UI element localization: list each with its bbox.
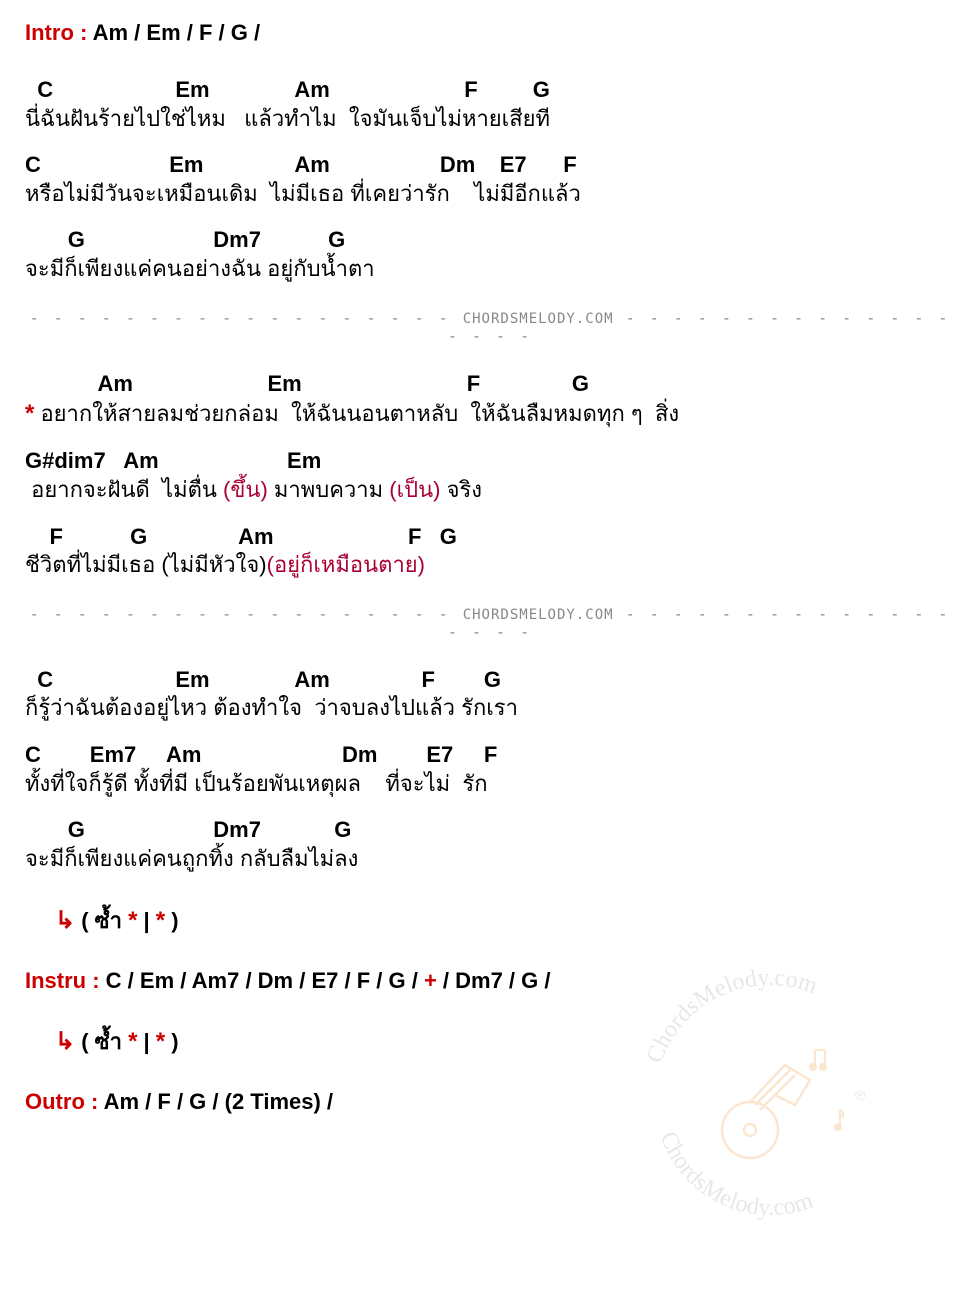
instru-line: Instru : C / Em / Am7 / Dm / E7 / F / G …	[25, 968, 955, 994]
repeat-star-icon: *	[128, 907, 137, 934]
lyric-line: จะมีก็เพียงแค่คนถูกทิ้ง กลับลืมไม่ลง	[25, 845, 955, 874]
repeat-text: ( ซ้ำ	[75, 1029, 128, 1054]
repeat-star-icon: *	[128, 1028, 137, 1055]
lyric-line: อยากจะฝันดี ไม่ตื่น (ขึ้น) มาพบความ (เป็…	[25, 476, 955, 505]
section-divider: - - - - - - - - - - - - - - - - - - CHOR…	[25, 605, 955, 641]
chord-line: F G Am F G	[25, 523, 955, 552]
intro-line: Intro : Am / Em / F / G /	[25, 20, 955, 46]
verse2-line1: C Em Am F G ก็รู้ว่าฉันต้องอยู่ไหว ต้องท…	[25, 666, 955, 723]
instru-chords: / Dm7 / G /	[437, 968, 551, 993]
chord-line: C Em7 Am Dm E7 F	[25, 741, 955, 770]
chord-line: G Dm7 G	[25, 226, 955, 255]
outro-chords: Am / F / G / (2 Times) /	[104, 1089, 333, 1114]
chorus-star-icon: *	[25, 400, 34, 427]
repeat-sep: |	[137, 908, 155, 933]
chord-line: Am Em F G	[25, 370, 955, 399]
verse2-line3: G Dm7 G จะมีก็เพียงแค่คนถูกทิ้ง กลับลืมไ…	[25, 816, 955, 873]
svg-text:ChordsMelody.com: ChordsMelody.com	[655, 1128, 817, 1221]
instru-label: Instru :	[25, 968, 106, 993]
lyric-part: ชีวิตที่ไม่มีเธอ (ไม่มีหัวใจ)	[25, 552, 267, 577]
outro-line: Outro : Am / F / G / (2 Times) /	[25, 1089, 955, 1115]
divider-text: CHORDSMELODY.COM	[463, 607, 614, 623]
verse1-line3: G Dm7 G จะมีก็เพียงแค่คนอย่างฉัน อยู่กับ…	[25, 226, 955, 283]
repeat-star-icon: *	[156, 1028, 165, 1055]
divider-text: CHORDSMELODY.COM	[463, 311, 614, 327]
lyric-part-red: (เป็น)	[389, 477, 440, 502]
lyric-text: อยากให้สายลมช่วยกล่อม ให้ฉันนอนตาหลับ ให…	[34, 401, 679, 426]
chord-line: C Em Am F G	[25, 666, 955, 695]
divider-dashes: - - - - - - - - - - - - - - - - - -	[30, 605, 463, 623]
lyric-line: ทั้งที่ใจก็รู้ดี ทั้งที่มี เป็นร้อยพันเห…	[25, 770, 955, 799]
lyric-line: * อยากให้สายลมช่วยกล่อม ให้ฉันนอนตาหลับ …	[25, 398, 955, 429]
chord-line: G Dm7 G	[25, 816, 955, 845]
intro-label: Intro :	[25, 20, 93, 45]
instru-plus-icon: +	[424, 968, 437, 993]
section-divider: - - - - - - - - - - - - - - - - - - CHOR…	[25, 309, 955, 345]
repeat-close: )	[165, 908, 178, 933]
lyric-line: หรือไม่มีวันจะเหมือนเดิม ไม่มีเธอ ที่เคย…	[25, 180, 955, 209]
lyric-part: มาพบความ	[268, 477, 389, 502]
repeat-star-icon: *	[156, 907, 165, 934]
lyric-part: จริง	[440, 477, 482, 502]
instru-chords: C / Em / Am7 / Dm / E7 / F / G /	[106, 968, 424, 993]
lyric-part-red: (ขึ้น)	[223, 477, 268, 502]
outro-label: Outro :	[25, 1089, 104, 1114]
chord-line: C Em Am Dm E7 F	[25, 151, 955, 180]
chord-line: C Em Am F G	[25, 76, 955, 105]
verse1-line2: C Em Am Dm E7 F หรือไม่มีวันจะเหมือนเดิม…	[25, 151, 955, 208]
lyric-line: จะมีก็เพียงแค่คนอย่างฉัน อยู่กับน้ำตา	[25, 255, 955, 284]
repeat-arrow-icon: ↳	[55, 1028, 75, 1055]
verse2-line2: C Em7 Am Dm E7 F ทั้งที่ใจก็รู้ดี ทั้งที…	[25, 741, 955, 798]
intro-chords: Am / Em / F / G /	[93, 20, 260, 45]
lyric-line: ชีวิตที่ไม่มีเธอ (ไม่มีหัวใจ)(อยู่ก็เหมื…	[25, 551, 955, 580]
lyric-line: ก็รู้ว่าฉันต้องอยู่ไหว ต้องทำใจ ว่าจบลงไ…	[25, 694, 955, 723]
repeat-instruction: ↳ ( ซ้ำ * | * )	[55, 1024, 955, 1059]
repeat-arrow-icon: ↳	[55, 907, 75, 934]
chorus-line1: Am Em F G * อยากให้สายลมช่วยกล่อม ให้ฉัน…	[25, 370, 955, 430]
chorus-line3: F G Am F G ชีวิตที่ไม่มีเธอ (ไม่มีหัวใจ)…	[25, 523, 955, 580]
repeat-close: )	[165, 1029, 178, 1054]
chord-line: G#dim7 Am Em	[25, 447, 955, 476]
divider-dashes: - - - - - - - - - - - - - - - - - -	[30, 309, 463, 327]
lyric-part: อยากจะฝันดี ไม่ตื่น	[25, 477, 223, 502]
lyric-part-red: (อยู่ก็เหมือนตาย)	[267, 552, 425, 577]
repeat-sep: |	[137, 1029, 155, 1054]
lyric-line: นี่ฉันฝันร้ายไปใช่ไหม แล้วทำไม ใจมันเจ็บ…	[25, 105, 955, 134]
repeat-text: ( ซ้ำ	[75, 908, 128, 933]
verse1-line1: C Em Am F G นี่ฉันฝันร้ายไปใช่ไหม แล้วทำ…	[25, 76, 955, 133]
repeat-instruction: ↳ ( ซ้ำ * | * )	[55, 903, 955, 938]
chorus-line2: G#dim7 Am Em อยากจะฝันดี ไม่ตื่น (ขึ้น) …	[25, 447, 955, 504]
